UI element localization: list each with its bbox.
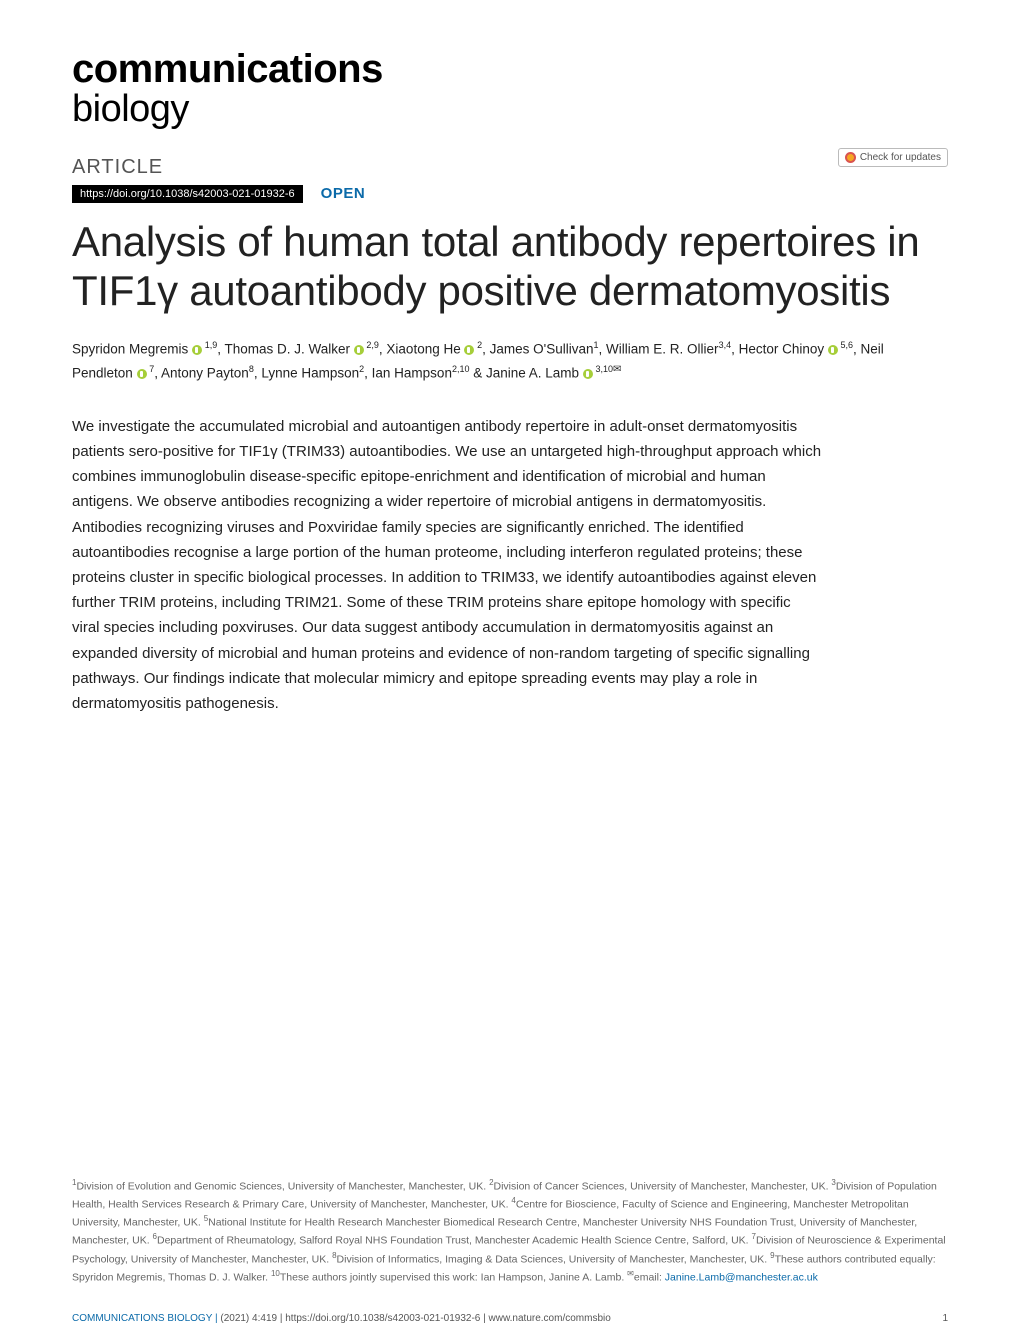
footer-journal: COMMUNICATIONS BIOLOGY | <box>72 1313 218 1324</box>
doi-link[interactable]: https://doi.org/10.1038/s42003-021-01932… <box>72 185 303 203</box>
footer-citation: (2021) 4:419 | https://doi.org/10.1038/s… <box>220 1313 610 1324</box>
orcid-icon <box>192 345 202 355</box>
article-label: ARTICLE <box>72 156 948 179</box>
article-title: Analysis of human total antibody reperto… <box>72 217 948 316</box>
abstract: We investigate the accumulated microbial… <box>72 414 822 716</box>
orcid-icon <box>137 369 147 379</box>
crossmark-icon <box>845 152 856 163</box>
journal-name-line2: biology <box>72 90 948 130</box>
doi-bar: https://doi.org/10.1038/s42003-021-01932… <box>72 185 948 203</box>
orcid-icon <box>464 345 474 355</box>
footer-page-number: 1 <box>942 1313 948 1324</box>
footer-left: COMMUNICATIONS BIOLOGY | (2021) 4:419 | … <box>72 1313 611 1324</box>
author-list: Spyridon Megremis 1,9, Thomas D. J. Walk… <box>72 338 948 386</box>
orcid-icon <box>354 345 364 355</box>
orcid-icon <box>583 369 593 379</box>
journal-name-line1: communications <box>72 48 948 90</box>
affiliations: 1Division of Evolution and Genomic Scien… <box>72 1177 948 1287</box>
open-access-badge: OPEN <box>321 185 366 202</box>
orcid-icon <box>828 345 838 355</box>
journal-logo: communications biology <box>72 48 948 130</box>
check-updates-label: Check for updates <box>860 152 941 163</box>
page-footer: COMMUNICATIONS BIOLOGY | (2021) 4:419 | … <box>72 1313 948 1324</box>
check-for-updates-button[interactable]: Check for updates <box>838 148 948 167</box>
